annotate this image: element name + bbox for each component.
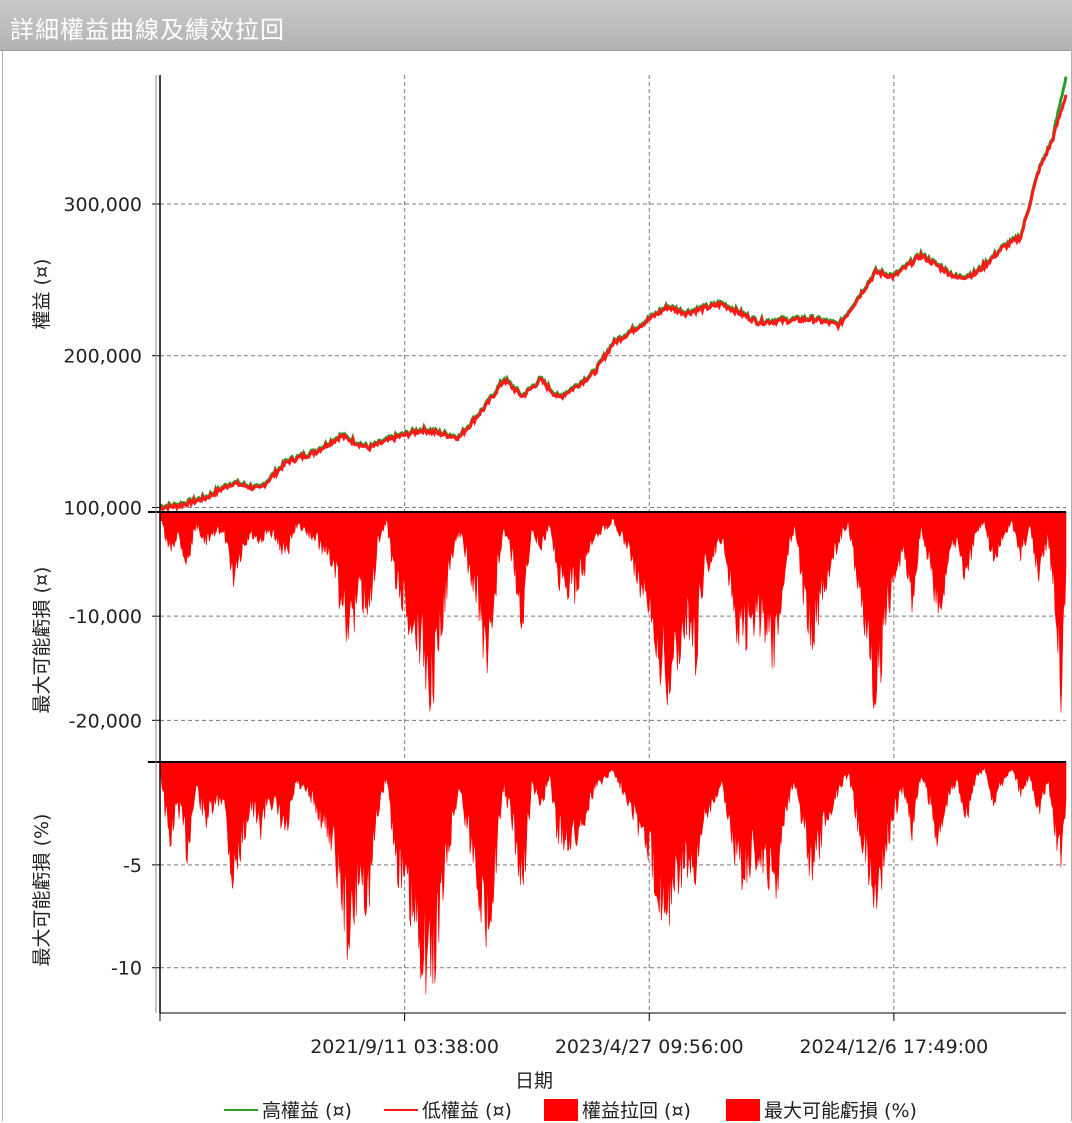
legend-swatch-box xyxy=(544,1099,578,1121)
y-axis-label: 最大可能虧損 (¤) xyxy=(31,567,53,714)
legend-label: 高權益 (¤) xyxy=(262,1100,352,1122)
y-tick-label: -20,000 xyxy=(69,710,142,732)
x-tick-label: 2024/12/6 17:49:00 xyxy=(799,1036,988,1058)
x-tick-label: 2021/9/11 03:38:00 xyxy=(310,1036,499,1058)
y-tick-label: 100,000 xyxy=(63,497,142,519)
y-tick-label: 300,000 xyxy=(63,194,142,216)
y-tick-label: -5 xyxy=(123,855,142,877)
y-tick-label: 200,000 xyxy=(63,346,142,368)
drawdown-percent-area xyxy=(159,761,1067,995)
legend-label: 最大可能虧損 (%) xyxy=(764,1100,917,1122)
low-equity-line xyxy=(159,94,1068,513)
legend-label: 權益拉回 (¤) xyxy=(582,1100,691,1122)
legend-swatch-box xyxy=(726,1099,760,1121)
y-tick-label: -10,000 xyxy=(69,606,142,628)
title-bar: 詳細權益曲線及績效拉回 xyxy=(0,0,1072,51)
equity-drawdown-area xyxy=(159,511,1067,713)
data-layer xyxy=(159,76,1068,995)
x-tick-label: 2023/4/27 09:56:00 xyxy=(555,1036,744,1058)
high-equity-line xyxy=(159,76,1068,512)
legend-layer: 高權益 (¤) 低權益 (¤) 權益拉回 (¤) 最大可能虧損 (%) xyxy=(224,1099,917,1122)
y-axis-label: 權益 (¤) xyxy=(31,259,53,330)
y-axis-label: 最大可能虧損 (%) xyxy=(31,814,53,967)
axis-layer xyxy=(148,75,1066,1021)
window-title: 詳細權益曲線及績效拉回 xyxy=(10,16,285,44)
x-axis-label: 日期 xyxy=(515,1070,553,1092)
y-tick-label: -10 xyxy=(111,958,142,980)
label-layer: 100,000 200,000 300,000 權益 (¤) -10,000 -20,00… xyxy=(31,194,988,1092)
legend-label: 低權益 (¤) xyxy=(422,1100,512,1122)
